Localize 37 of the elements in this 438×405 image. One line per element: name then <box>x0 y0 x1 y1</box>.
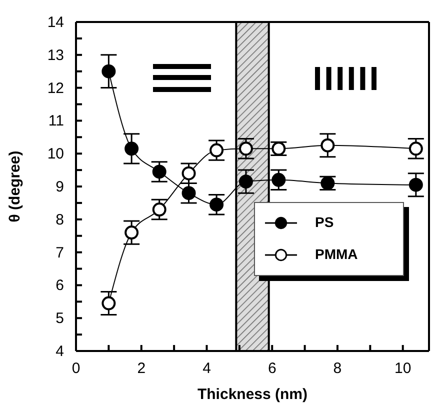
y-tick-label: 8 <box>56 211 64 228</box>
y-tick-label: 5 <box>56 310 64 328</box>
y-tick-label: 9 <box>56 178 64 196</box>
x-tick-label: 8 <box>333 360 342 377</box>
point <box>272 172 286 187</box>
x-tick-label: 4 <box>202 360 211 377</box>
point <box>152 164 166 179</box>
point <box>124 142 139 156</box>
y-tick-label: 11 <box>48 112 64 130</box>
y-tick-label: 4 <box>56 343 64 360</box>
y-tick-label: 10 <box>47 146 64 163</box>
x-axis-title: Thickness (nm) <box>197 386 308 403</box>
legend-label: PS <box>315 214 334 230</box>
point <box>182 186 196 200</box>
point <box>210 143 224 158</box>
x-tick-label: 6 <box>268 360 276 377</box>
y-axis-title: θ (degree) <box>6 150 24 222</box>
point <box>320 138 335 152</box>
point <box>182 166 196 180</box>
y-tick-label: 14 <box>47 14 64 31</box>
legend-label: PMMA <box>315 246 358 262</box>
x-tick-label: 2 <box>137 360 146 377</box>
y-tick-label: 12 <box>47 80 64 97</box>
point <box>124 226 139 240</box>
point <box>210 198 224 212</box>
point <box>238 142 253 156</box>
point <box>408 142 423 156</box>
point <box>102 64 116 78</box>
point <box>102 296 116 310</box>
point <box>238 174 253 189</box>
y-tick-label: 13 <box>47 46 64 64</box>
y-tick-label: 7 <box>56 244 64 262</box>
y-tick-label: 6 <box>56 277 64 294</box>
point <box>408 178 423 192</box>
x-tick-label: 10 <box>394 360 412 377</box>
x-tick-label: 0 <box>72 360 80 377</box>
point <box>152 202 166 217</box>
